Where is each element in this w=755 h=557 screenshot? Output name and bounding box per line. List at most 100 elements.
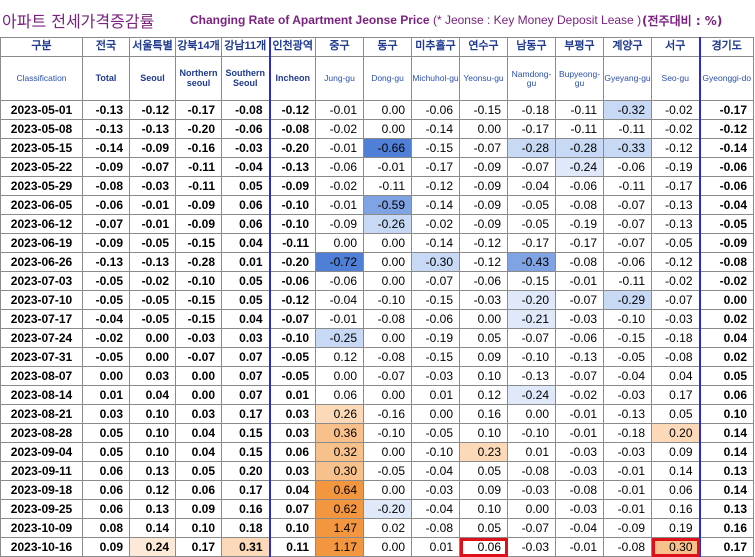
cell-value: 0.00 (507, 499, 556, 519)
cell-value: 0.30 (315, 461, 364, 481)
cell-value: -0.15 (175, 290, 222, 310)
table-row: 2023-10-16 0.09 0.24 0.17 0.31 0.11 1.17 0.00 0.… (0, 537, 754, 557)
col-header-en-2: Northern seoul (175, 56, 222, 101)
cell-value: 0.16 (459, 404, 508, 424)
cell-value: 0.20 (651, 423, 701, 443)
cell-value: -0.14 (411, 233, 460, 253)
cell-value: -0.08 (507, 461, 556, 481)
cell-value: -0.01 (315, 195, 364, 215)
cell-value: -0.15 (411, 347, 460, 367)
classification-ko-header: 구분 (0, 37, 83, 57)
row-date: 2023-08-21 (0, 404, 83, 424)
cell-value: -0.25 (315, 328, 364, 348)
row-date: 2023-06-05 (0, 195, 83, 215)
cell-value: -0.03 (507, 480, 556, 500)
cell-value: -0.12 (651, 252, 701, 272)
row-date: 2023-09-18 (0, 480, 83, 500)
cell-value: 0.00 (507, 404, 556, 424)
cell-value: -0.01 (555, 271, 604, 291)
cell-value: 0.00 (129, 347, 176, 367)
cell-value: -0.12 (268, 100, 316, 120)
cell-value: -0.13 (651, 195, 701, 215)
cell-value: 0.01 (221, 252, 270, 272)
cell-value: -0.08 (555, 252, 604, 272)
row-date: 2023-09-04 (0, 442, 83, 462)
cell-value: -0.19 (651, 157, 701, 177)
cell-value: 0.23 (459, 442, 508, 462)
cell-value: -0.43 (507, 252, 556, 272)
cell-value: 0.01 (411, 385, 460, 405)
cell-value: 0.05 (221, 176, 270, 196)
cell-value: -0.13 (82, 119, 130, 139)
cell-value: 0.04 (175, 442, 222, 462)
cell-value: -0.01 (603, 499, 652, 519)
row-date: 2023-09-25 (0, 499, 83, 519)
cell-value: -0.07 (603, 195, 652, 215)
cell-value: -0.17 (175, 100, 222, 120)
cell-value: -0.15 (507, 271, 556, 291)
cell-value: -0.13 (82, 252, 130, 272)
cell-value: -0.10 (268, 328, 316, 348)
cell-value: 0.17 (699, 537, 754, 557)
cell-value: 0.03 (175, 404, 222, 424)
cell-value: -0.09 (459, 195, 508, 215)
cell-value: -0.04 (507, 176, 556, 196)
cell-value: 0.05 (459, 461, 508, 481)
cell-value: 0.26 (315, 404, 364, 424)
cell-value: -0.05 (82, 347, 130, 367)
classification-en-header: Classification (0, 56, 83, 101)
cell-value: -0.04 (82, 309, 130, 329)
cell-value: 0.30 (651, 537, 701, 557)
cell-value: 0.20 (221, 461, 270, 481)
cell-value: -0.12 (699, 119, 754, 139)
cell-value: -0.06 (555, 328, 604, 348)
cell-value: -0.08 (363, 309, 412, 329)
cell-value: -0.17 (651, 176, 701, 196)
cell-value: -0.12 (411, 176, 460, 196)
cell-value: -0.15 (175, 233, 222, 253)
cell-value: 0.13 (129, 499, 176, 519)
cell-value: 0.00 (82, 366, 130, 386)
table-row: 2023-06-26 -0.13 -0.13 -0.28 0.01 -0.20 -0.72 0… (0, 252, 754, 272)
cell-value: 0.05 (459, 518, 508, 538)
table-row: 2023-08-28 0.05 0.10 0.04 0.15 0.03 0.36 -0.10-… (0, 423, 754, 443)
cell-value: 0.03 (268, 461, 316, 481)
cell-value: -0.15 (411, 290, 460, 310)
cell-value: 0.06 (221, 195, 270, 215)
cell-value: -0.06 (411, 309, 460, 329)
col-header-ko-4: 인천광역 (268, 37, 316, 57)
cell-value: -0.11 (363, 176, 412, 196)
cell-value: 0.00 (363, 442, 412, 462)
row-date: 2023-07-10 (0, 290, 83, 310)
cell-value: -0.06 (411, 100, 460, 120)
cell-value: -0.02 (651, 119, 701, 139)
cell-value: -0.13 (507, 366, 556, 386)
cell-value: -0.12 (459, 233, 508, 253)
cell-value: -0.11 (555, 119, 604, 139)
row-date: 2023-10-09 (0, 518, 83, 538)
cell-value: -0.08 (651, 347, 701, 367)
col-header-ko-9: 남동구 (507, 37, 556, 57)
cell-value: -0.24 (555, 157, 604, 177)
table-row: 2023-07-17 -0.04 -0.05 -0.15 0.04 -0.07 -0.01-… (0, 309, 754, 329)
cell-value: -0.01 (603, 480, 652, 500)
col-header-en-7: Michuhol-gu (411, 56, 460, 101)
col-header-en-6: Dong-gu (363, 56, 412, 101)
table-row: 2023-09-11 0.06 0.13 0.05 0.20 0.03 0.30 -0.05-… (0, 461, 754, 481)
cell-value: 0.04 (129, 385, 176, 405)
cell-value: -0.03 (555, 461, 604, 481)
table-row: 2023-05-01 -0.13 -0.12 -0.17 -0.08 -0.12 -0.01… (0, 100, 754, 120)
cell-value: -0.02 (699, 271, 754, 291)
cell-value: -0.11 (603, 271, 652, 291)
cell-value: -0.04 (411, 461, 460, 481)
cell-value: -0.29 (603, 290, 652, 310)
cell-value: -0.10 (268, 214, 316, 234)
cell-value: 0.00 (175, 366, 222, 386)
col-header-en-text-6: Dong-gu (371, 73, 404, 84)
cell-value: -0.08 (411, 518, 460, 538)
cell-value: -0.05 (699, 214, 754, 234)
cell-value: -0.12 (459, 252, 508, 272)
cell-value: 0.03 (268, 423, 316, 443)
table-row: 2023-10-09 0.08 0.14 0.10 0.18 0.10 1.47 0.02 -0… (0, 518, 754, 538)
cell-value: -0.09 (175, 214, 222, 234)
